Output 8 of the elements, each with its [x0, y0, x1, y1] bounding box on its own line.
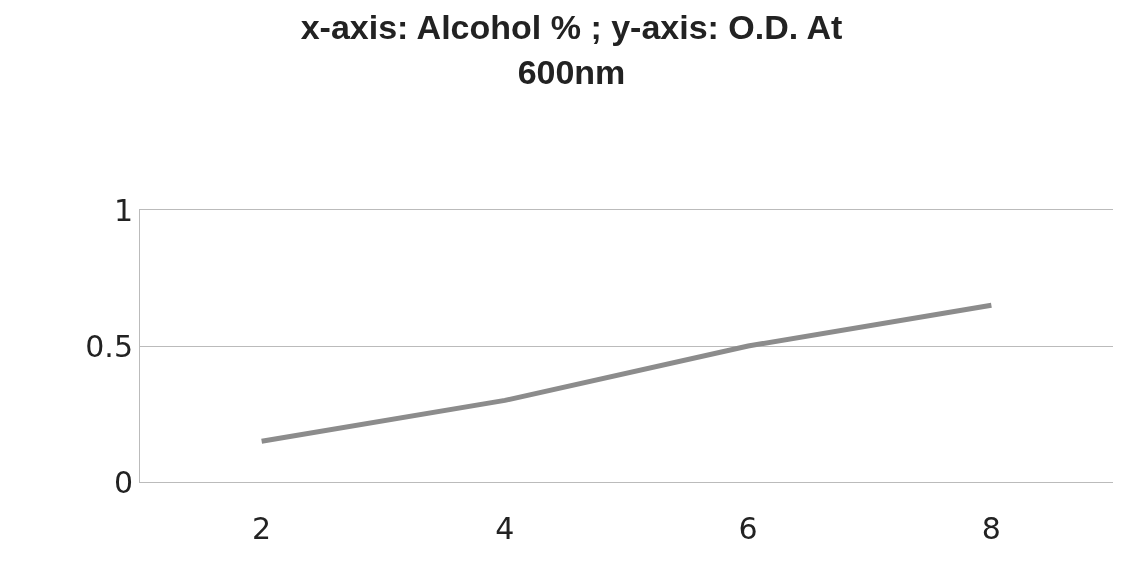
y-tick-label: 0.5: [85, 328, 133, 364]
x-tick-label: 4: [495, 511, 515, 546]
x-tick-label: 2: [252, 511, 272, 546]
chart-title: x-axis: Alcohol % ; y-axis: O.D. At 600nm: [300, 8, 843, 91]
y-tick-label: 0: [113, 464, 133, 500]
x-tick-label: 6: [738, 511, 758, 546]
x-tick-label: 8: [981, 511, 1001, 546]
y-tick-label: 1: [113, 192, 133, 228]
